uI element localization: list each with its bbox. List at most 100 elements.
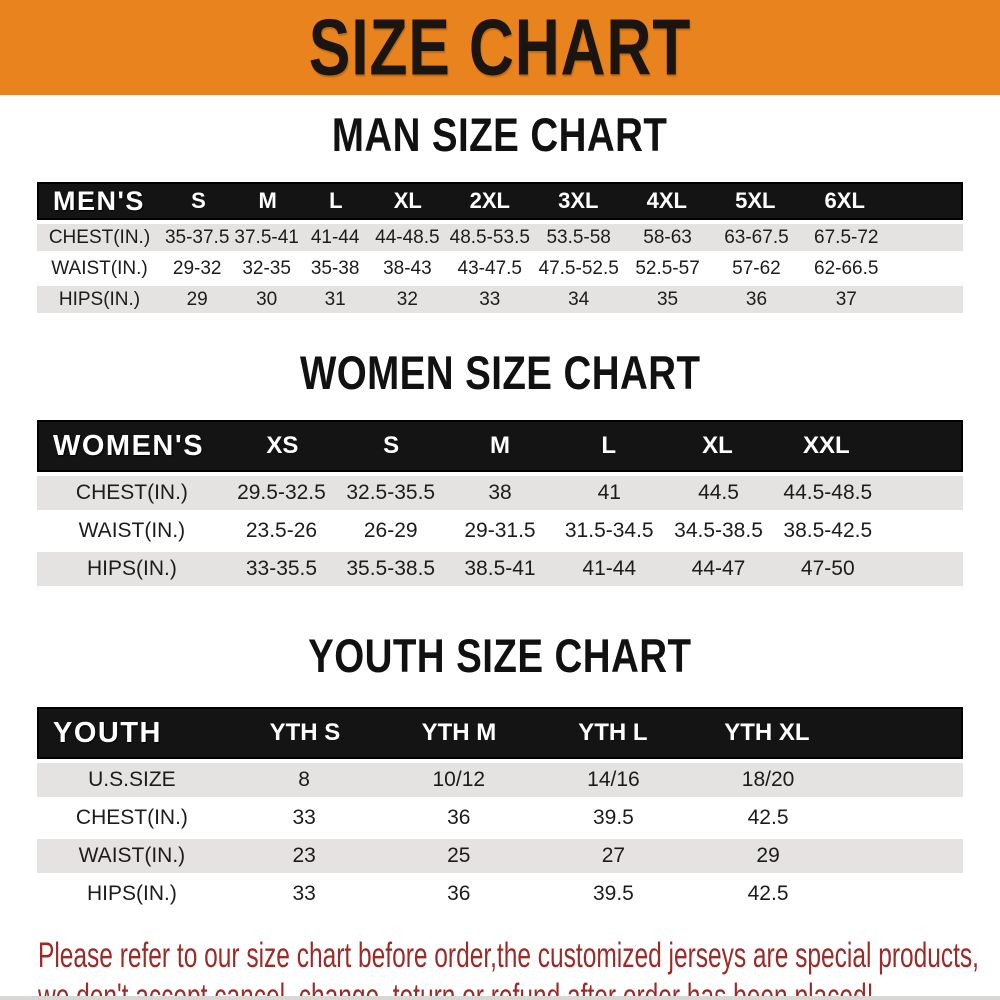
women-heading-text: WOMEN SIZE CHART xyxy=(299,346,701,399)
value-cell: 32 xyxy=(396,288,418,310)
row-label: CHEST(IN.) xyxy=(48,226,151,248)
value-cell: 36 xyxy=(745,288,768,310)
table-row: CHEST(IN.) 33 36 39.5 42.5 xyxy=(37,801,963,835)
women-size-table: WOMEN'S XS S M L XL XXL CHEST(IN.) 29.5-… xyxy=(37,420,963,586)
table-row: HIPS(IN.) 33-35.5 35.5-38.5 38.5-41 41-4… xyxy=(37,552,963,586)
men-size-table: MEN'S S M L XL 2XL 3XL 4XL 5XL 6XL CHEST… xyxy=(37,182,963,313)
table-row: CHEST(IN.) 35-37.5 37.5-41 41-44 44-48.5… xyxy=(37,224,963,251)
header-cell: YTH M xyxy=(421,719,497,746)
value-cell: 41 xyxy=(597,481,621,504)
value-cell: 35-37.5 xyxy=(164,226,230,248)
header-cell: S xyxy=(383,432,400,459)
value-cell: 33-35.5 xyxy=(245,557,318,580)
header-cell: XL xyxy=(393,188,422,213)
value-cell: 34.5-38.5 xyxy=(674,519,763,542)
value-cell: 14/16 xyxy=(587,768,640,791)
value-cell: 32-35 xyxy=(242,257,291,279)
value-cell: 47.5-52.5 xyxy=(538,257,619,279)
header-cell: L xyxy=(329,188,343,213)
value-cell: 44-47 xyxy=(691,557,746,580)
value-cell: 62-66.5 xyxy=(814,257,879,279)
value-cell: 41-44 xyxy=(582,557,637,580)
value-cell: 29-32 xyxy=(172,257,222,279)
header-cell: XS xyxy=(266,432,299,459)
value-cell: 44.5 xyxy=(698,481,739,504)
size-chart-banner: SIZE CHART xyxy=(0,0,1000,95)
notice-line-2: we don't accept cancel, change, teturn o… xyxy=(38,977,874,1000)
value-cell: 39.5 xyxy=(592,882,634,905)
value-cell: 29-31.5 xyxy=(464,519,536,542)
men-table-header-row: MEN'S S M L XL 2XL 3XL 4XL 5XL 6XL xyxy=(37,182,963,220)
header-cell: MEN'S xyxy=(53,185,145,216)
header-cell: 3XL xyxy=(558,188,599,213)
value-cell: 37 xyxy=(835,288,857,310)
header-cell: XL xyxy=(702,432,733,459)
table-row: WAIST(IN.) 29-32 32-35 35-38 38-43 43-47… xyxy=(37,255,963,282)
row-label: CHEST(IN.) xyxy=(75,481,188,504)
row-label: WAIST(IN.) xyxy=(51,257,148,279)
value-cell: 23.5-26 xyxy=(245,519,318,542)
value-cell: 38.5-41 xyxy=(464,557,536,580)
row-label: WAIST(IN.) xyxy=(78,844,186,867)
header-cell: L xyxy=(601,432,617,459)
value-cell: 58-63 xyxy=(643,226,692,248)
value-cell: 38 xyxy=(488,481,512,504)
value-cell: 29 xyxy=(186,288,208,310)
row-label: HIPS(IN.) xyxy=(86,882,177,905)
value-cell: 48.5-53.5 xyxy=(449,226,530,248)
women-table-header-row: WOMEN'S XS S M L XL XXL xyxy=(37,420,963,472)
value-cell: 52.5-57 xyxy=(635,257,700,279)
value-cell: 31 xyxy=(324,288,346,310)
value-cell: 37.5-41 xyxy=(234,226,299,248)
value-cell: 23 xyxy=(292,844,316,867)
value-cell: 35-38 xyxy=(310,257,360,279)
value-cell: 33 xyxy=(479,288,501,310)
value-cell: 38.5-42.5 xyxy=(783,519,873,542)
notice-text: Please refer to our size chart before or… xyxy=(0,935,1000,1000)
value-cell: 35.5-38.5 xyxy=(346,557,436,580)
value-cell: 26-29 xyxy=(363,519,418,542)
value-cell: 38-43 xyxy=(383,257,432,279)
value-cell: 29.5-32.5 xyxy=(237,481,326,504)
value-cell: 53.5-58 xyxy=(546,226,611,248)
header-cell: WOMEN'S xyxy=(53,429,205,462)
value-cell: 25 xyxy=(447,844,471,867)
youth-table-header-row: YOUTH YTH S YTH M YTH L YTH XL xyxy=(37,707,963,759)
header-cell: XXL xyxy=(802,432,850,459)
table-row: U.S.SIZE 8 10/12 14/16 18/20 xyxy=(37,763,963,797)
value-cell: 42.5 xyxy=(747,806,789,829)
value-cell: 32.5-35.5 xyxy=(346,481,436,504)
value-cell: 29 xyxy=(756,844,780,867)
youth-heading-text: YOUTH SIZE CHART xyxy=(308,629,692,682)
value-cell: 44-48.5 xyxy=(375,226,440,248)
value-cell: 39.5 xyxy=(592,806,634,829)
value-cell: 10/12 xyxy=(432,768,486,791)
value-cell: 41-44 xyxy=(310,226,360,248)
value-cell: 57-62 xyxy=(732,257,781,279)
row-label: HIPS(IN.) xyxy=(86,557,177,580)
banner-title: SIZE CHART xyxy=(308,2,692,92)
header-cell: M xyxy=(489,432,510,459)
header-cell: 6XL xyxy=(824,188,865,213)
value-cell: 35 xyxy=(656,288,679,310)
men-heading-text: MAN SIZE CHART xyxy=(332,108,668,161)
value-cell: 30 xyxy=(256,288,278,310)
row-label: CHEST(IN.) xyxy=(75,806,188,829)
value-cell: 44.5-48.5 xyxy=(783,481,873,504)
header-cell: YTH L xyxy=(578,719,648,746)
notice-line-1: Please refer to our size chart before or… xyxy=(38,936,979,975)
table-row: HIPS(IN.) 29 30 31 32 33 34 35 36 37 xyxy=(37,286,963,313)
header-cell: M xyxy=(258,188,277,213)
value-cell: 34 xyxy=(568,288,590,310)
value-cell: 67.5-72 xyxy=(814,226,879,248)
value-cell: 42.5 xyxy=(747,882,789,905)
header-cell: YTH XL xyxy=(724,719,810,746)
bottom-edge-strip xyxy=(0,996,1000,1000)
header-cell: 5XL xyxy=(735,188,776,213)
value-cell: 27 xyxy=(601,844,626,867)
table-row: CHEST(IN.) 29.5-32.5 32.5-35.5 38 41 44.… xyxy=(37,476,963,510)
value-cell: 47-50 xyxy=(800,557,855,580)
value-cell: 18/20 xyxy=(741,768,795,791)
row-label: U.S.SIZE xyxy=(88,768,176,791)
header-cell: YOUTH xyxy=(53,716,162,749)
